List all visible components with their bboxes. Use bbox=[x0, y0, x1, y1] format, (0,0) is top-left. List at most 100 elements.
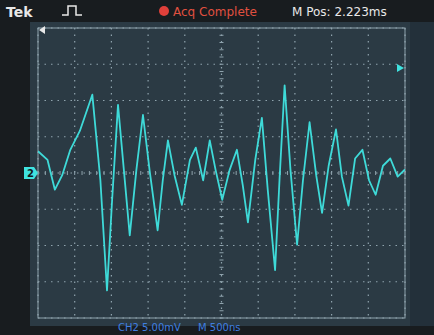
minor-tick bbox=[199, 171, 200, 175]
readout: M Pos: 2.223ms bbox=[292, 5, 387, 19]
minor-tick bbox=[220, 216, 224, 217]
screen bbox=[30, 22, 415, 326]
minor-tick bbox=[390, 171, 391, 175]
minor-tick bbox=[45, 171, 46, 175]
minor-tick bbox=[375, 171, 376, 175]
minor-tick bbox=[220, 231, 224, 232]
minor-tick bbox=[220, 209, 224, 210]
minor-tick bbox=[220, 158, 224, 159]
minor-tick bbox=[220, 289, 224, 290]
minor-tick bbox=[220, 165, 224, 166]
minor-tick bbox=[220, 310, 224, 311]
minor-tick bbox=[220, 144, 224, 145]
minor-tick bbox=[206, 171, 207, 175]
minor-tick bbox=[243, 171, 244, 175]
minor-tick bbox=[220, 303, 224, 304]
status-dot bbox=[159, 6, 169, 16]
minor-tick bbox=[220, 100, 224, 101]
grid-line bbox=[38, 172, 405, 173]
minor-tick bbox=[60, 171, 61, 175]
ground-marker bbox=[24, 167, 38, 179]
minor-tick bbox=[324, 171, 325, 175]
scope-display: TekAcq CompleteM Pos: 2.223msCH2 5.00mVM… bbox=[0, 0, 434, 335]
grid-line bbox=[38, 281, 405, 282]
grid-line bbox=[111, 28, 112, 318]
minor-tick bbox=[104, 171, 105, 175]
minor-tick bbox=[220, 115, 224, 116]
minor-tick bbox=[220, 281, 224, 282]
minor-tick bbox=[155, 171, 156, 175]
minor-tick bbox=[220, 64, 224, 65]
grid-line bbox=[184, 28, 185, 318]
readout: Acq Complete bbox=[173, 5, 257, 19]
grid-line bbox=[38, 64, 405, 65]
minor-tick bbox=[220, 202, 224, 203]
minor-tick bbox=[220, 71, 224, 72]
trigger-level bbox=[397, 64, 404, 72]
grid-line bbox=[38, 209, 405, 210]
grid-line bbox=[148, 28, 149, 318]
bezel bbox=[0, 0, 434, 335]
grid-line bbox=[294, 28, 295, 318]
readout: Tek bbox=[6, 4, 33, 20]
minor-tick bbox=[331, 171, 332, 175]
minor-tick bbox=[220, 86, 224, 87]
minor-tick bbox=[140, 171, 141, 175]
minor-tick bbox=[250, 171, 251, 175]
graticule bbox=[38, 28, 405, 318]
grid-line bbox=[258, 28, 259, 318]
grid-line bbox=[38, 245, 405, 246]
minor-tick bbox=[220, 252, 224, 253]
minor-tick bbox=[111, 171, 112, 175]
minor-tick bbox=[287, 171, 288, 175]
minor-tick bbox=[133, 171, 134, 175]
minor-tick bbox=[258, 171, 259, 175]
minor-tick bbox=[220, 93, 224, 94]
minor-tick bbox=[220, 122, 224, 123]
minor-tick bbox=[220, 42, 224, 43]
minor-tick bbox=[294, 171, 295, 175]
grid-line bbox=[74, 28, 75, 318]
minor-tick bbox=[82, 171, 83, 175]
minor-tick bbox=[220, 245, 224, 246]
minor-tick bbox=[220, 180, 224, 181]
grid-line bbox=[331, 28, 332, 318]
minor-tick bbox=[220, 35, 224, 36]
trace-group bbox=[38, 85, 405, 290]
minor-tick bbox=[214, 171, 215, 175]
minor-tick bbox=[220, 238, 224, 239]
minor-tick bbox=[220, 129, 224, 130]
minor-tick bbox=[309, 171, 310, 175]
minor-tick bbox=[170, 171, 171, 175]
minor-tick bbox=[236, 171, 237, 175]
waveform bbox=[38, 85, 405, 290]
minor-tick bbox=[382, 171, 383, 175]
minor-tick bbox=[220, 57, 224, 58]
minor-tick bbox=[192, 171, 193, 175]
minor-tick bbox=[220, 107, 224, 108]
grid-line bbox=[38, 136, 405, 137]
readout: M 500ns bbox=[198, 322, 240, 333]
minor-tick bbox=[220, 136, 224, 137]
trigger-icon bbox=[62, 6, 82, 15]
minor-tick bbox=[118, 171, 119, 175]
minor-tick bbox=[67, 171, 68, 175]
side-menu bbox=[410, 22, 434, 326]
minor-tick bbox=[272, 171, 273, 175]
minor-tick bbox=[96, 171, 97, 175]
minor-tick bbox=[220, 78, 224, 79]
minor-tick bbox=[220, 173, 224, 174]
minor-tick bbox=[220, 223, 224, 224]
trigger-position bbox=[39, 26, 45, 34]
minor-tick bbox=[302, 171, 303, 175]
minor-tick bbox=[126, 171, 127, 175]
minor-tick bbox=[360, 171, 361, 175]
channel-label: 2 bbox=[27, 168, 34, 179]
plot-frame bbox=[38, 28, 405, 318]
minor-tick bbox=[220, 267, 224, 268]
minor-tick bbox=[89, 171, 90, 175]
minor-tick bbox=[177, 171, 178, 175]
minor-tick bbox=[74, 171, 75, 175]
minor-tick bbox=[52, 171, 53, 175]
minor-tick bbox=[220, 260, 224, 261]
